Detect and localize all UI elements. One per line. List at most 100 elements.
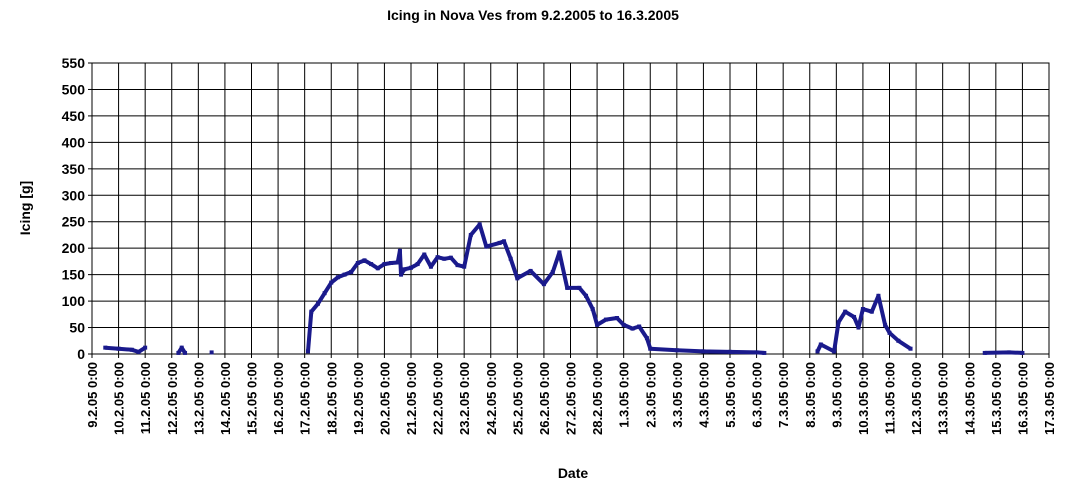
- x-tick-label: 12.2.05 0:00: [165, 362, 180, 435]
- data-point: [399, 272, 404, 277]
- data-point: [369, 262, 374, 267]
- y-tick-label: 500: [62, 81, 86, 97]
- data-point: [557, 250, 562, 255]
- data-point: [1020, 350, 1025, 355]
- data-point: [615, 316, 620, 321]
- x-tick-label: 3.3.05 0:00: [670, 362, 685, 428]
- data-point: [550, 269, 555, 274]
- x-axis-title: Date: [558, 465, 589, 481]
- data-point: [896, 338, 901, 343]
- data-point: [869, 309, 874, 314]
- x-tick-label: 5.3.05 0:00: [723, 362, 738, 428]
- data-point: [595, 322, 600, 327]
- data-point: [565, 285, 570, 290]
- y-tick-label: 350: [62, 161, 86, 177]
- data-point: [176, 350, 181, 355]
- x-tick-label: 17.3.05 0:00: [1042, 362, 1057, 435]
- y-tick-label: 50: [69, 320, 85, 336]
- data-point: [1007, 350, 1012, 355]
- x-tick-label: 18.2.05 0:00: [324, 362, 339, 435]
- data-point: [674, 348, 679, 353]
- data-point: [887, 330, 892, 335]
- y-tick-label: 550: [62, 55, 86, 71]
- data-point: [309, 309, 314, 314]
- y-tick-label: 250: [62, 214, 86, 230]
- x-tick-label: 24.2.05 0:00: [484, 362, 499, 435]
- data-point: [322, 291, 327, 296]
- data-point: [497, 240, 502, 245]
- x-tick-label: 9.3.05 0:00: [829, 362, 844, 428]
- data-point: [477, 222, 482, 227]
- data-point: [832, 349, 837, 354]
- x-tick-label: 11.3.05 0:00: [883, 362, 898, 434]
- data-point: [395, 260, 400, 265]
- data-point: [103, 345, 108, 350]
- x-tick-label: 15.2.05 0:00: [245, 362, 260, 435]
- y-tick-label: 150: [62, 267, 86, 283]
- data-point: [143, 345, 148, 350]
- x-tick-label: 14.3.05 0:00: [962, 362, 977, 435]
- x-tick-label: 27.2.05 0:00: [564, 362, 579, 435]
- data-point: [836, 320, 841, 325]
- y-tick-label: 100: [62, 293, 86, 309]
- data-point: [397, 248, 402, 253]
- x-tick-label: 21.2.05 0:00: [404, 362, 419, 435]
- x-tick-label: 23.2.05 0:00: [457, 362, 472, 435]
- x-tick-label: 6.3.05 0:00: [750, 362, 765, 428]
- data-point: [908, 346, 913, 351]
- data-point: [183, 350, 188, 355]
- x-tick-label: 16.3.05 0:00: [1015, 362, 1030, 435]
- data-point: [754, 350, 759, 355]
- data-point: [818, 342, 823, 347]
- data-point: [701, 349, 706, 354]
- chart-title: Icing in Nova Ves from 9.2.2005 to 16.3.…: [387, 7, 679, 23]
- data-point: [116, 346, 121, 351]
- data-point: [856, 325, 861, 330]
- data-point: [876, 293, 881, 298]
- x-tick-label: 1.3.05 0:00: [617, 362, 632, 428]
- data-point: [315, 301, 320, 306]
- x-tick-label: 8.3.05 0:00: [803, 362, 818, 428]
- data-point: [852, 314, 857, 319]
- data-point: [389, 260, 394, 265]
- data-point: [462, 264, 467, 269]
- x-tick-label: 19.2.05 0:00: [351, 362, 366, 435]
- x-tick-label: 20.2.05 0:00: [377, 362, 392, 435]
- x-tick-label: 7.3.05 0:00: [776, 362, 791, 428]
- data-point: [762, 350, 767, 355]
- data-point: [577, 285, 582, 290]
- y-axis-title: Icing [g]: [17, 181, 33, 235]
- x-tick-label: 11.2.05 0:00: [138, 362, 153, 434]
- data-point: [305, 349, 310, 354]
- data-point: [349, 269, 354, 274]
- x-tick-label: 22.2.05 0:00: [431, 362, 446, 435]
- x-tick-label: 25.2.05 0:00: [510, 362, 525, 435]
- y-tick-label: 400: [62, 134, 86, 150]
- data-point: [179, 345, 184, 350]
- y-tick-label: 0: [77, 346, 85, 362]
- data-point: [728, 349, 732, 354]
- data-point: [209, 350, 214, 355]
- data-point: [644, 336, 649, 341]
- data-point: [528, 268, 533, 273]
- x-tick-label: 15.3.05 0:00: [989, 362, 1004, 435]
- x-tick-label: 14.2.05 0:00: [218, 362, 233, 435]
- data-point: [541, 282, 546, 287]
- data-point: [342, 272, 347, 277]
- data-point: [402, 267, 407, 272]
- data-point: [860, 307, 865, 312]
- data-point: [621, 322, 626, 327]
- data-point: [335, 275, 340, 280]
- data-point: [448, 255, 453, 260]
- data-point: [422, 252, 427, 257]
- data-point: [355, 260, 360, 265]
- x-tick-label: 2.3.05 0:00: [643, 362, 658, 428]
- data-point: [484, 244, 489, 249]
- data-point: [883, 322, 888, 327]
- data-point: [584, 293, 589, 298]
- data-point: [815, 349, 820, 354]
- data-point: [442, 256, 447, 261]
- data-point: [362, 258, 367, 263]
- x-tick-label: 9.2.05 0:00: [85, 362, 100, 428]
- data-point: [375, 266, 380, 271]
